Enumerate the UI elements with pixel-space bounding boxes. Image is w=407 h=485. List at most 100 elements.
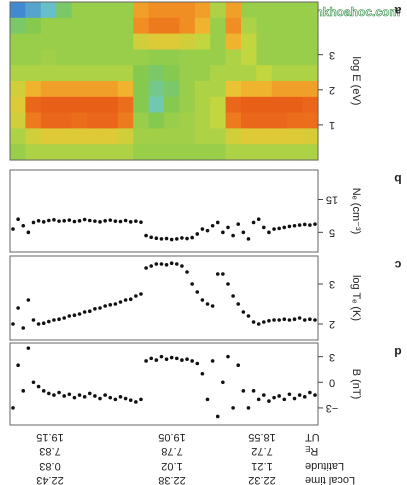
spectrogram-cell [87,96,103,114]
spectrogram-cell [225,112,242,129]
spectrogram-cell [164,33,180,50]
data-point [180,264,184,268]
spectrogram-cell [102,128,119,145]
y-tick-label: 1 [329,119,335,131]
spectrogram-cell [117,49,134,66]
x-tick-label: 1.02 [161,460,182,472]
data-point [31,318,36,322]
data-point [11,406,15,410]
spectrogram-cell [241,49,257,66]
x-tick-label: 0.83 [39,460,60,472]
spectrogram-cell [148,128,165,145]
data-point [128,220,133,224]
spectrogram-cell [179,33,196,50]
data-point [128,398,133,403]
data-point [31,220,36,225]
data-point [190,359,194,363]
data-point [282,317,287,322]
spectrogram-cell [148,2,165,19]
data-point [57,317,61,322]
data-point [41,321,46,326]
data-point [21,223,26,228]
data-point [236,302,241,306]
data-point [241,310,246,314]
spectrogram-cell [194,33,211,50]
spectrogram-cell [194,49,211,66]
data-point [308,223,312,227]
data-point [123,218,128,223]
data-point [52,318,56,322]
data-point [82,395,87,399]
spectrogram-cell [87,65,103,82]
data-point [200,371,205,376]
data-point [118,219,123,224]
data-point [87,391,92,396]
spectrogram-cell [287,2,304,19]
data-point [231,406,235,410]
data-point [159,237,164,241]
data-point [98,306,102,310]
spectrogram-cell [117,33,134,50]
data-point [72,219,77,224]
spectrogram-cell [302,96,319,114]
spectrogram-cell [10,112,26,129]
spectrogram-cell [56,112,73,129]
spectrogram-cell [117,96,134,114]
spectrogram-cell [164,81,180,98]
data-point [98,220,102,224]
data-point [174,356,179,361]
data-point [226,354,230,359]
data-point [36,384,41,389]
x-tick-label: 22.38 [158,474,186,485]
data-point [221,272,225,276]
data-point [134,400,138,404]
data-point [180,358,184,362]
spectrogram-cell [25,17,42,35]
spectrogram-cell [71,65,88,82]
data-point [113,219,118,223]
spectrogram-cell [302,17,319,35]
spectrogram-cell [56,65,73,82]
spectrogram-cell [271,2,288,19]
data-point [262,320,266,324]
spectrogram-cell [256,112,273,129]
spectrogram-cell [210,33,227,50]
data-point [180,236,184,240]
spectrogram-cell [256,65,273,82]
data-point [26,230,31,235]
data-point [82,310,87,314]
data-point [313,318,317,322]
spectrogram-cell [71,17,88,35]
data-point [246,314,251,318]
data-point [93,394,97,398]
spectrogram-cell [117,81,134,98]
data-point [47,319,51,324]
data-point [297,393,302,397]
data-point [103,219,107,223]
x-row-label-sub: E [305,444,310,453]
spectrogram-cell [25,33,42,50]
data-point [185,236,189,241]
spectrogram-cell [194,65,211,82]
data-point [282,397,287,402]
spectrogram-cell [87,17,103,35]
spectrogram-cell [133,96,150,114]
data-point [262,393,266,397]
spectrogram-cell [194,144,211,161]
spectrogram-cell [148,65,165,82]
data-point [256,397,261,402]
spectrogram-cell [225,96,242,114]
spectrogram-cell [71,33,88,50]
spectrogram-cell [287,112,304,129]
spectrogram-cell [271,49,288,66]
data-point [139,397,143,402]
spectrogram-cell [302,2,319,19]
data-point [57,219,61,223]
data-point [72,395,77,400]
spectrogram-cell [302,112,319,129]
spectrogram-cell [287,128,304,145]
data-point [159,262,164,266]
data-point [287,392,292,397]
y-axis-label: log E (eV) [350,57,362,106]
spectrogram-cell [10,144,26,161]
